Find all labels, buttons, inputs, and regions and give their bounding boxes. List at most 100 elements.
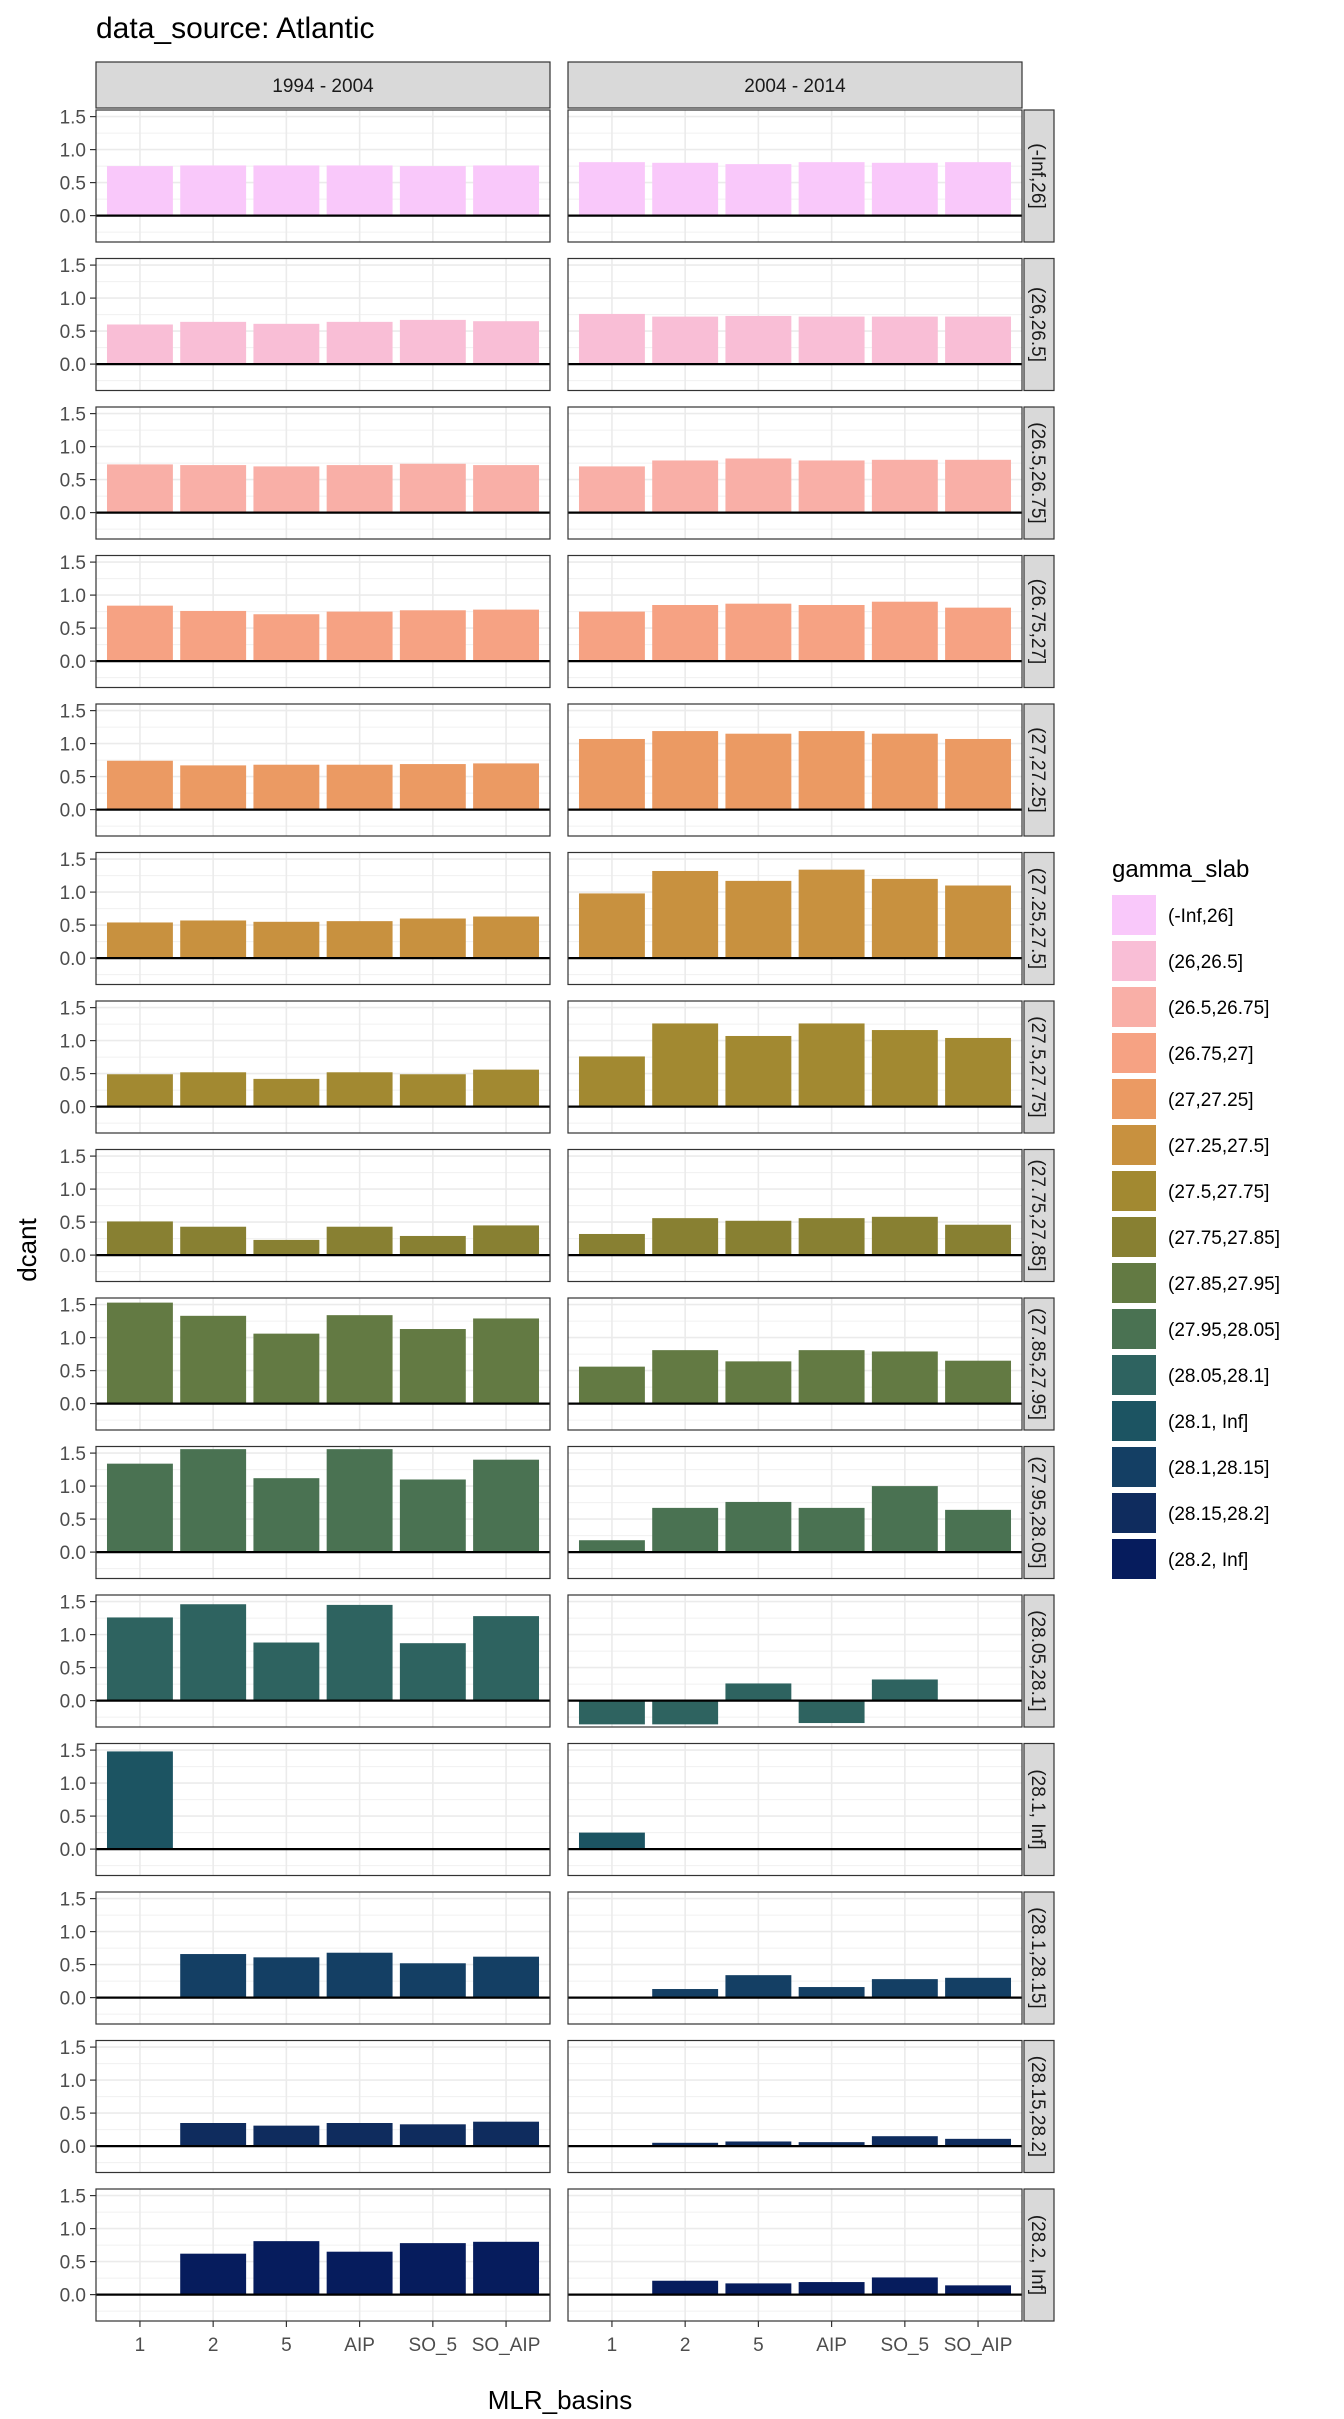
bar-27-85-27-95-2004-2014-so-5	[871, 1351, 938, 1404]
bar-27-85-27-95-1994-2004-1	[106, 1302, 173, 1404]
bar-28-05-28-1-1994-2004-so-aip	[473, 1616, 540, 1701]
row-strip-label: (28.1, Inf]	[1027, 1769, 1048, 1849]
panel-background	[568, 1892, 1022, 2024]
bar-27-95-28-05-2004-2014-5	[725, 1501, 792, 1553]
bar-28-2-inf-2004-2014-aip	[798, 2282, 865, 2295]
bar-28-1-28-15-1994-2004-2	[180, 1954, 247, 1998]
panel-border	[95, 851, 551, 986]
legend-label: (27,27.25]	[1168, 1090, 1254, 1111]
bar-27-25-27-5-2004-2014-so-aip	[945, 885, 1012, 959]
panel-border	[567, 257, 1023, 392]
bar-28-15-28-2-2004-2014-2	[652, 2142, 719, 2147]
bar-28-05-28-1-1994-2004-aip	[326, 1604, 393, 1701]
y-tick-label: 0.0	[60, 1543, 86, 1564]
legend-label: (27.5,27.75]	[1168, 1182, 1269, 1203]
y-tick-label: 0.5	[60, 619, 86, 640]
y-tick-label: 0.5	[60, 1807, 86, 1828]
bar-26-26-5-1994-2004-so-5	[399, 319, 466, 365]
bar-27-5-27-75-1994-2004-aip	[326, 1072, 393, 1107]
y-tick-label: 1.5	[60, 1593, 86, 1614]
panel-border	[567, 1891, 1023, 2025]
bar-27-85-27-95-2004-2014-so-aip	[945, 1360, 1012, 1404]
bar-27-5-27-75-2004-2014-1	[578, 1056, 645, 1107]
bar-27-25-27-5-2004-2014-aip	[798, 869, 865, 959]
legend-label: (27.85,27.95]	[1168, 1274, 1280, 1295]
y-tick-label: 1.0	[60, 2220, 86, 2241]
x-tick-label: SO_5	[409, 2335, 458, 2356]
panel-border	[567, 703, 1023, 837]
bar-28-05-28-1-1994-2004-so-5	[399, 1643, 466, 1701]
y-tick-label: 0.5	[60, 1362, 86, 1383]
bar-27-95-28-05-1994-2004-2	[180, 1449, 247, 1553]
bar-28-2-inf-2004-2014-so-5	[871, 2277, 938, 2295]
x-tick-label: 2	[680, 2335, 691, 2356]
bar-26-5-26-75-2004-2014-aip	[798, 460, 865, 513]
row-strip-label: (-Inf,26]	[1027, 143, 1048, 208]
y-axis-title: dcant	[12, 1217, 42, 1281]
y-tick-label: 1.5	[60, 1890, 86, 1911]
row-strip-27-25-27-5	[1023, 851, 1055, 986]
bar-28-05-28-1-2004-2014-5	[725, 1683, 792, 1701]
bar-27-95-28-05-2004-2014-so-aip	[945, 1509, 1012, 1553]
bar-28-15-28-2-1994-2004-2	[180, 2123, 247, 2147]
panel-border	[95, 406, 551, 540]
bar-inf-26-2004-2014-aip	[798, 162, 865, 216]
bar-26-75-27-2004-2014-2	[652, 605, 719, 662]
bar-28-05-28-1-1994-2004-2	[180, 1604, 247, 1701]
bar-28-15-28-2-2004-2014-5	[725, 2141, 792, 2147]
legend-label: (27.75,27.85]	[1168, 1228, 1280, 1249]
y-tick-label: 1.5	[60, 256, 86, 277]
row-strip-label: (27.5,27.75]	[1027, 1016, 1048, 1117]
bar-28-15-28-2-1994-2004-aip	[326, 2123, 393, 2147]
panel-border	[567, 1148, 1023, 1283]
bar-26-5-26-75-2004-2014-5	[725, 458, 792, 513]
bar-26-75-27-1994-2004-so-5	[399, 610, 466, 662]
bar-28-2-inf-1994-2004-2	[180, 2253, 247, 2295]
bar-28-15-28-2-2004-2014-so-aip	[945, 2138, 1012, 2147]
bar-27-27-25-1994-2004-1	[106, 760, 173, 810]
row-strip-label: (28.15,28.2]	[1027, 2056, 1048, 2157]
y-tick-label: 1.0	[60, 2071, 86, 2092]
panel-border	[567, 1742, 1023, 1877]
panel-border	[567, 1594, 1023, 1728]
bar-28-1-28-15-2004-2014-aip	[798, 1987, 865, 1998]
bar-27-27-25-2004-2014-so-5	[871, 733, 938, 810]
bar-27-27-25-2004-2014-so-aip	[945, 738, 1012, 810]
bar-26-5-26-75-2004-2014-2	[652, 460, 719, 513]
row-strip-26-75-27	[1023, 554, 1055, 689]
bar-28-1-28-15-1994-2004-5	[253, 1957, 320, 1998]
bar-28-1-28-15-2004-2014-5	[725, 1975, 792, 1998]
bar-26-26-5-1994-2004-5	[253, 323, 320, 365]
y-tick-label: 1.5	[60, 1147, 86, 1168]
y-tick-label: 1.0	[60, 1180, 86, 1201]
bar-27-85-27-95-1994-2004-aip	[326, 1315, 393, 1404]
bar-27-95-28-05-1994-2004-so-aip	[473, 1459, 540, 1553]
x-tick-label: 5	[281, 2335, 292, 2356]
legend-key-28-2-inf	[1112, 1539, 1156, 1579]
bar-27-85-27-95-1994-2004-5	[253, 1333, 320, 1404]
bar-26-26-5-2004-2014-2	[652, 316, 719, 365]
y-tick-label: 1.0	[60, 586, 86, 607]
bar-27-85-27-95-1994-2004-so-aip	[473, 1318, 540, 1404]
y-tick-label: 1.5	[60, 1296, 86, 1317]
panel-background	[568, 1743, 1022, 1876]
y-tick-label: 0.0	[60, 207, 86, 228]
panel-border	[95, 1742, 551, 1877]
y-tick-label: 0.5	[60, 768, 86, 789]
legend-label: (28.05,28.1]	[1168, 1366, 1269, 1387]
bar-27-75-27-85-1994-2004-aip	[326, 1226, 393, 1256]
y-tick-label: 0.0	[60, 355, 86, 376]
y-tick-label: 0.5	[60, 2104, 86, 2125]
legend-key-27-5-27-75	[1112, 1171, 1156, 1211]
bar-28-2-inf-1994-2004-so-aip	[473, 2241, 540, 2295]
bar-27-85-27-95-1994-2004-2	[180, 1315, 247, 1404]
panel-border	[95, 1297, 551, 1431]
bar-27-27-25-2004-2014-1	[578, 738, 645, 810]
bar-27-75-27-85-1994-2004-2	[180, 1226, 247, 1256]
y-tick-label: 0.0	[60, 1692, 86, 1713]
y-tick-label: 0.0	[60, 1989, 86, 2010]
legend-key-27-95-28-05	[1112, 1309, 1156, 1349]
bar-27-5-27-75-1994-2004-2	[180, 1072, 247, 1107]
bar-27-27-25-2004-2014-aip	[798, 731, 865, 810]
row-strip-label: (26,26.5]	[1027, 287, 1048, 362]
